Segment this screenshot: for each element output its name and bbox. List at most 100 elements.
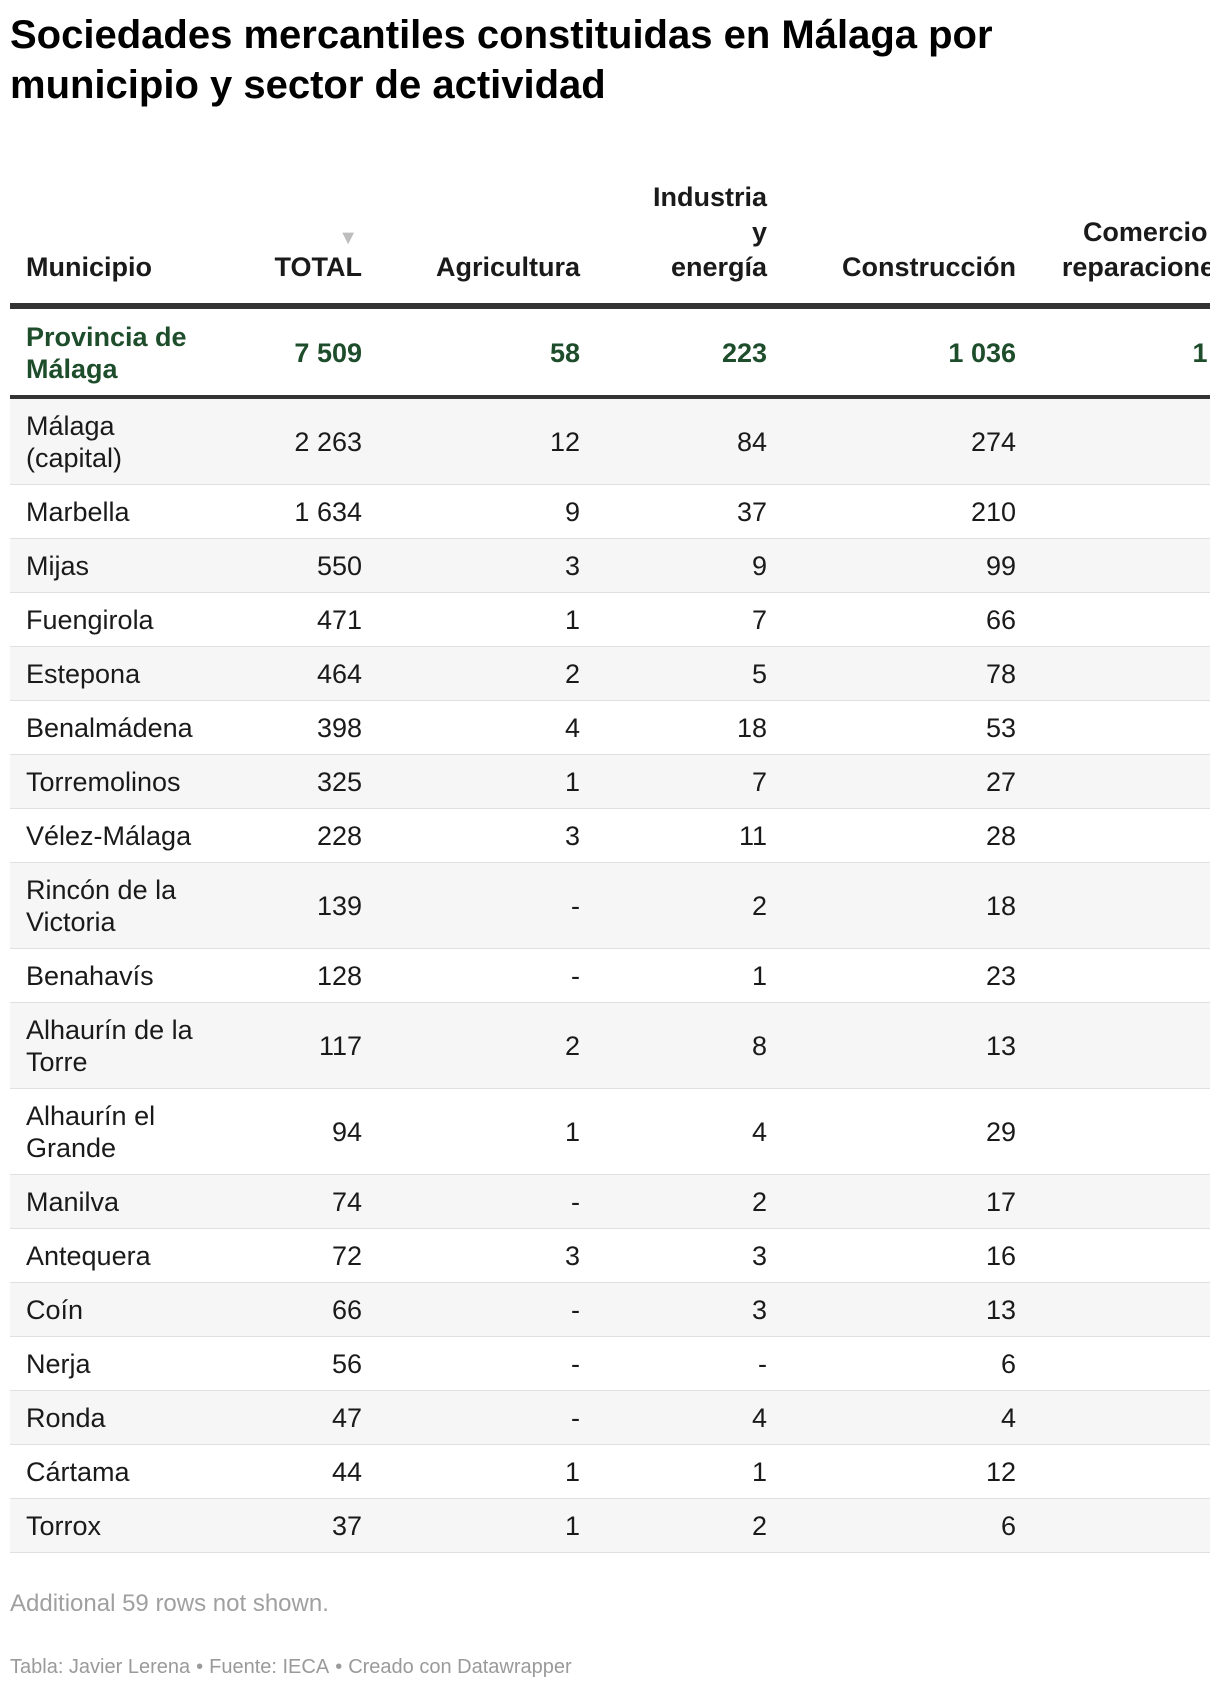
column-header-label-line1: Comercio y: [1082, 217, 1210, 247]
column-header-total[interactable]: ▼ TOTAL: [212, 180, 363, 309]
cell-construccion: 53: [767, 700, 1016, 755]
cell-construccion: 78: [767, 646, 1016, 701]
cell-construccion: 99: [767, 538, 1016, 593]
data-table: Municipio ▼ TOTAL Agricultura Industria …: [10, 180, 1210, 1553]
cell-agricultura: 9: [362, 484, 580, 539]
cell-industria: 37: [580, 484, 767, 539]
cell-industria: 8: [580, 1002, 767, 1089]
cell-municipio: Rincón de la Victoria: [10, 862, 212, 949]
column-header-label: Construcción: [841, 252, 1016, 282]
table-header-row: Municipio ▼ TOTAL Agricultura Industria …: [10, 180, 1210, 309]
cell-industria: 1: [580, 1444, 767, 1499]
cell-total: 128: [212, 948, 362, 1003]
cell-municipio: Nerja: [10, 1336, 212, 1391]
cell-municipio: Torrox: [10, 1498, 212, 1553]
table-row: Estepona 464 2 5 78: [10, 646, 1210, 701]
cell-industria: 4: [580, 1088, 767, 1175]
table-row: Torremolinos 325 1 7 27: [10, 754, 1210, 809]
cell-industria: 5: [580, 646, 767, 701]
cell-total: 464: [212, 646, 362, 701]
table-row: Rincón de la Victoria 139-2 18: [10, 862, 1210, 949]
cell-comercio: [1016, 592, 1210, 647]
column-header-municipio[interactable]: Municipio: [10, 180, 212, 309]
cell-industria: 2: [580, 1174, 767, 1229]
cell-comercio: 1 2: [1016, 306, 1210, 399]
cell-industria: 18: [580, 700, 767, 755]
column-header-label: TOTAL: [274, 252, 363, 282]
table-row: Nerja 56- -6: [10, 1336, 1210, 1391]
cell-construccion: 13: [767, 1002, 1016, 1089]
table-row: Cártama 44 1 1 12: [10, 1444, 1210, 1499]
cell-comercio: [1016, 1174, 1210, 1229]
cell-municipio: Benalmádena: [10, 700, 212, 755]
cell-municipio: Alhaurín el Grande: [10, 1088, 212, 1175]
cell-total: 72: [212, 1228, 362, 1283]
cell-comercio: 5: [1016, 397, 1210, 485]
cell-comercio: [1016, 1228, 1210, 1283]
cell-total: 66: [212, 1282, 362, 1337]
cell-construccion: 16: [767, 1228, 1016, 1283]
table-row: Manilva 74-2 17: [10, 1174, 1210, 1229]
cell-comercio: [1016, 646, 1210, 701]
cell-comercio: [1016, 700, 1210, 755]
table-row: Antequera 72 3 3 16: [10, 1228, 1210, 1283]
column-header-industria[interactable]: Industria y energía: [580, 180, 767, 309]
cell-municipio: Cártama: [10, 1444, 212, 1499]
cell-total: 1 634: [212, 484, 362, 539]
table-row: Alhaurín de la Torre 117 2 8 13: [10, 1002, 1210, 1089]
cell-agricultura: 1: [362, 1444, 580, 1499]
cell-comercio: [1016, 754, 1210, 809]
cell-total: 74: [212, 1174, 362, 1229]
cell-industria: 2: [580, 1498, 767, 1553]
cell-total: 2 263: [212, 397, 362, 485]
summary-row: Provincia de Málaga 7 509 58 223 1 036 1…: [10, 306, 1210, 399]
cell-construccion: 29: [767, 1088, 1016, 1175]
credit-datawrapper-link[interactable]: Creado con Datawrapper: [348, 1656, 572, 1678]
cell-agricultura: 4: [362, 700, 580, 755]
cell-construccion: 66: [767, 592, 1016, 647]
data-table-container[interactable]: Municipio ▼ TOTAL Agricultura Industria …: [10, 180, 1210, 1553]
cell-agricultura: -: [362, 948, 580, 1003]
table-row: Fuengirola 471 1 7 66: [10, 592, 1210, 647]
cell-municipio: Provincia de Málaga: [10, 306, 212, 399]
column-header-construccion[interactable]: Construcción: [767, 180, 1016, 309]
cell-comercio: [1016, 1088, 1210, 1175]
column-header-comercio[interactable]: Comercio y reparaciones: [1016, 180, 1210, 309]
cell-industria: 84: [580, 397, 767, 485]
column-header-agricultura[interactable]: Agricultura: [362, 180, 580, 309]
table-row: Mijas 550 3 9 99: [10, 538, 1210, 593]
cell-industria: 223: [580, 306, 767, 399]
cell-agricultura: 1: [362, 754, 580, 809]
table-row: Alhaurín el Grande 94 1 4 29: [10, 1088, 1210, 1175]
cell-municipio: Ronda: [10, 1390, 212, 1445]
footnote: Additional 59 rows not shown.: [10, 1590, 329, 1617]
cell-municipio: Alhaurín de la Torre: [10, 1002, 212, 1089]
cell-agricultura: -: [362, 1174, 580, 1229]
cell-agricultura: 58: [362, 306, 580, 399]
cell-construccion: 27: [767, 754, 1016, 809]
cell-comercio: [1016, 1002, 1210, 1089]
cell-municipio: Vélez-Málaga: [10, 808, 212, 863]
cell-industria: 3: [580, 1228, 767, 1283]
cell-agricultura: -: [362, 1390, 580, 1445]
cell-comercio: [1016, 948, 1210, 1003]
table-row: Málaga (capital)2 26312842745: [10, 397, 1210, 485]
page-title: Sociedades mercantiles constituidas en M…: [10, 13, 993, 107]
cell-agricultura: 1: [362, 1498, 580, 1553]
cell-comercio: [1016, 862, 1210, 949]
cell-total: 550: [212, 538, 362, 593]
column-header-label-line1: Industria: [652, 182, 767, 212]
table-row: Benalmádena 398 4 18 53: [10, 700, 1210, 755]
sort-descending-icon: ▼: [338, 227, 358, 249]
cell-industria: 11: [580, 808, 767, 863]
cell-total: 37: [212, 1498, 362, 1553]
cell-total: 56: [212, 1336, 362, 1391]
table-row: Torrox 37 1 2 6: [10, 1498, 1210, 1553]
cell-agricultura: 3: [362, 538, 580, 593]
separator: •: [335, 1656, 343, 1678]
cell-comercio: [1016, 538, 1210, 593]
cell-comercio: [1016, 1282, 1210, 1337]
separator: •: [196, 1656, 204, 1678]
cell-comercio: [1016, 1390, 1210, 1445]
cell-comercio: 2: [1016, 484, 1210, 539]
